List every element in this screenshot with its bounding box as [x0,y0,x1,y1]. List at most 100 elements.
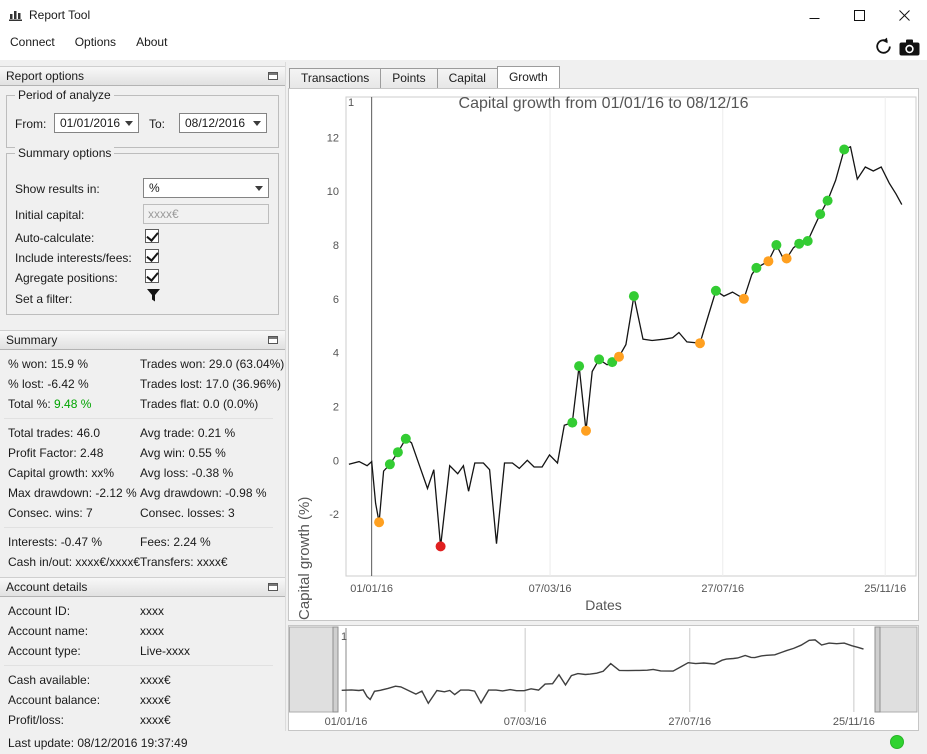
close-button[interactable] [882,0,927,30]
tab-points[interactable]: Points [380,68,438,88]
trade-marker-o [374,517,385,528]
summary-row: Capital growth: xx% Avg loss: -0.38 % [8,466,234,480]
trade-marker-g [822,195,833,206]
trade-marker-g [802,236,813,246]
to-label: To: [149,117,166,131]
section-divider [0,414,285,423]
trade-marker-g [384,459,395,470]
x-tick-label: 01/01/16 [350,583,393,595]
summary-row: Cash in/out: xxxx€/xxxx€ Transfers: xxxx€ [8,555,228,569]
trade-marker-g [574,361,585,372]
summary-options-group: Summary options Show results in: % Initi… [6,146,279,315]
tab-transactions[interactable]: Transactions [289,68,382,88]
to-date-combo[interactable]: 08/12/2016 [179,113,267,133]
trade-marker-o [581,425,591,436]
trade-marker-g [567,417,578,428]
camera-button[interactable] [897,35,921,59]
plot-area [345,96,917,577]
growth-chart-canvas[interactable]: 01/01/16 07/03/16 27/07/16 25/11/16 -2 0 2 4 6 8 1… [289,89,918,620]
navigator-canvas[interactable]: 01/01/16 07/03/16 27/07/16 25/11/16 1 [289,626,918,730]
app-icon [9,9,23,21]
account-details-title: Account details [6,580,88,594]
top-tick-label: 1 [348,97,354,109]
y-tick-label: 2 [333,401,339,413]
trade-marker-o [763,256,774,267]
trade-marker-r [435,541,446,552]
tab-bar: Transactions Points Capital Growth [289,66,560,88]
y-axis-label: Capital growth (%) [296,496,313,620]
summary-row: Profit Factor: 2.48 Avg win: 0.55 % [8,446,226,460]
menu-connect[interactable]: Connect [10,34,55,49]
nav-top-tick-label: 1 [341,631,347,643]
float-panel-button[interactable] [267,335,279,345]
menubar: Connect Options About [0,30,177,53]
chart-title: Capital growth from 01/01/16 to 08/12/16 [458,95,749,112]
connection-status-dot [890,735,904,749]
summary-row: % lost: -6.42 % Trades lost: 17.0 (36.96%… [8,377,281,391]
tab-capital[interactable]: Capital [436,68,498,88]
float-panel-button[interactable] [267,71,279,81]
summary-rows: % won: 15.9 % Trades won: 29.0 (63.04%) % … [0,354,285,572]
trade-marker-g [751,262,762,273]
nav-line [341,639,864,705]
refresh-button[interactable] [871,34,895,58]
menu-about[interactable]: About [136,34,168,49]
initial-capital-input[interactable] [143,204,269,224]
window-title: Report Tool [29,8,91,22]
last-update-text: Last update: 08/12/2016 19:37:49 [8,735,188,750]
summary-row: Total %: 9.48 % Trades flat: 0.0 (0.0%) [8,397,259,411]
from-date-combo[interactable]: 01/01/2016 [54,113,139,133]
trade-marker-g [815,209,826,220]
trade-marker-o [781,253,792,264]
navigator-left-handle[interactable] [332,626,339,713]
panel-separator [285,62,286,731]
filter-button[interactable] [146,288,161,305]
trade-marker-g [710,285,721,296]
include-interests-checkbox[interactable] [145,249,159,263]
account-row: Cash available: xxxx€ [8,673,171,687]
menu-options[interactable]: Options [74,34,117,49]
nav-tick-label: 01/01/16 [325,716,368,728]
trade-marker-g [594,354,605,365]
trade-marker-g [607,357,618,368]
section-divider [0,661,285,670]
to-date-value: 08/12/2016 [185,116,246,130]
titlebar: Report Tool [0,0,927,30]
nav-tick-label: 07/03/16 [504,716,547,728]
summary-options-legend: Summary options [15,146,115,160]
tab-growth[interactable]: Growth [496,66,560,88]
summary-header: Summary [0,330,285,350]
minimize-button[interactable] [792,0,837,30]
statusbar: Last update: 08/12/2016 19:37:49 [0,731,927,754]
maximize-button[interactable] [837,0,882,30]
show-results-combo[interactable]: % [143,178,269,198]
navigator-right-handle[interactable] [874,626,881,713]
summary-row: Consec. wins: 7 Consec. losses: 3 [8,506,235,520]
section-divider [0,523,285,532]
navigator-chart: 01/01/16 07/03/16 27/07/16 25/11/16 1 [288,625,919,731]
x-axis-label: Dates [585,597,622,613]
summary-row: Max drawdown: -2.12 % Avg drawdown: -0.98… [8,486,267,500]
window-controls [792,0,927,30]
x-tick-label: 27/07/16 [701,583,744,595]
auto-calculate-checkbox[interactable] [145,229,159,243]
period-group: Period of analyze From: 01/01/2016 To: 0… [6,88,279,148]
trade-marker-g [400,433,411,444]
account-rows: Account ID: xxxx Account name: xxxx Account … [0,601,285,730]
nav-tick-label: 25/11/16 [833,716,875,728]
trade-marker-o [695,338,705,349]
summary-title: Summary [6,333,58,347]
growth-chart: 01/01/16 07/03/16 27/07/16 25/11/16 -2 0 2 4 6 8 1… [288,88,919,621]
account-row: Account balance: xxxx€ [8,693,171,707]
from-label: From: [15,117,47,131]
summary-row: Interests: -0.47 % Fees: 2.24 % [8,535,211,549]
x-tick-label: 25/11/16 [864,583,906,595]
float-panel-button[interactable] [267,582,279,592]
trade-marker-o [614,351,624,362]
account-row: Account name: xxxx [8,624,164,638]
report-options-title: Report options [6,69,85,83]
agregate-positions-checkbox[interactable] [145,269,159,283]
report-options-header: Report options [0,66,285,86]
chevron-down-icon [255,185,263,191]
set-filter-label: Set a filter: [15,292,73,306]
